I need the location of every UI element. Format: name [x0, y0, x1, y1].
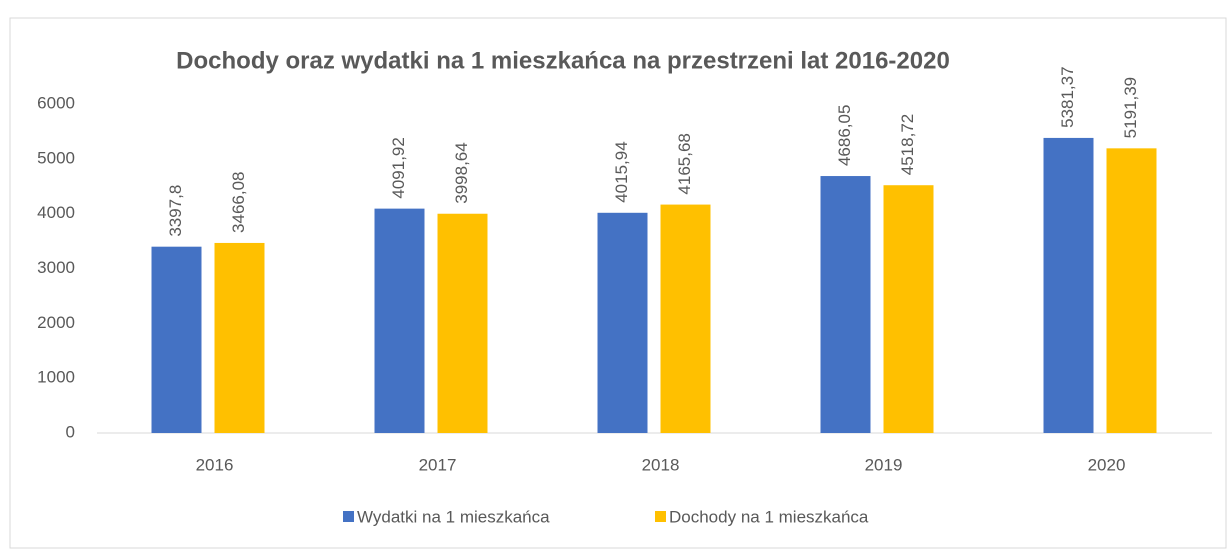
x-tick-label: 2016	[196, 455, 234, 474]
bar	[597, 212, 648, 433]
bar	[214, 242, 265, 433]
bar	[820, 176, 871, 433]
value-label: 3466,08	[229, 171, 248, 232]
value-label: 5191,39	[1121, 77, 1140, 138]
value-label: 4015,94	[612, 141, 631, 202]
legend-swatch	[655, 511, 666, 522]
value-label: 3998,64	[452, 142, 471, 203]
bar	[1043, 137, 1094, 433]
y-tick-label: 2000	[37, 313, 75, 332]
x-tick-label: 2020	[1088, 455, 1126, 474]
bar	[1106, 148, 1157, 433]
bar	[374, 208, 425, 433]
legend-label: Wydatki na 1 mieszkańca	[357, 507, 550, 526]
bar	[437, 213, 488, 433]
x-tick-label: 2019	[865, 455, 903, 474]
y-tick-label: 5000	[37, 148, 75, 167]
x-tick-label: 2018	[642, 455, 680, 474]
x-tick-label: 2017	[419, 455, 457, 474]
value-label: 4686,05	[835, 105, 854, 166]
value-label: 4091,92	[389, 137, 408, 198]
y-tick-label: 6000	[37, 93, 75, 112]
bar	[883, 185, 934, 433]
chart-title: Dochody oraz wydatki na 1 mieszkańca na …	[176, 47, 950, 74]
legend-label: Dochody na 1 mieszkańca	[669, 507, 869, 526]
value-label: 4165,68	[675, 133, 694, 194]
bar	[660, 204, 711, 433]
y-tick-label: 4000	[37, 203, 75, 222]
bar	[151, 246, 202, 433]
y-tick-label: 1000	[37, 368, 75, 387]
y-tick-label: 0	[66, 422, 75, 441]
y-tick-label: 3000	[37, 258, 75, 277]
value-label: 3397,8	[166, 185, 185, 237]
legend-swatch	[343, 511, 354, 522]
value-label: 5381,37	[1058, 66, 1077, 127]
value-label: 4518,72	[898, 114, 917, 175]
